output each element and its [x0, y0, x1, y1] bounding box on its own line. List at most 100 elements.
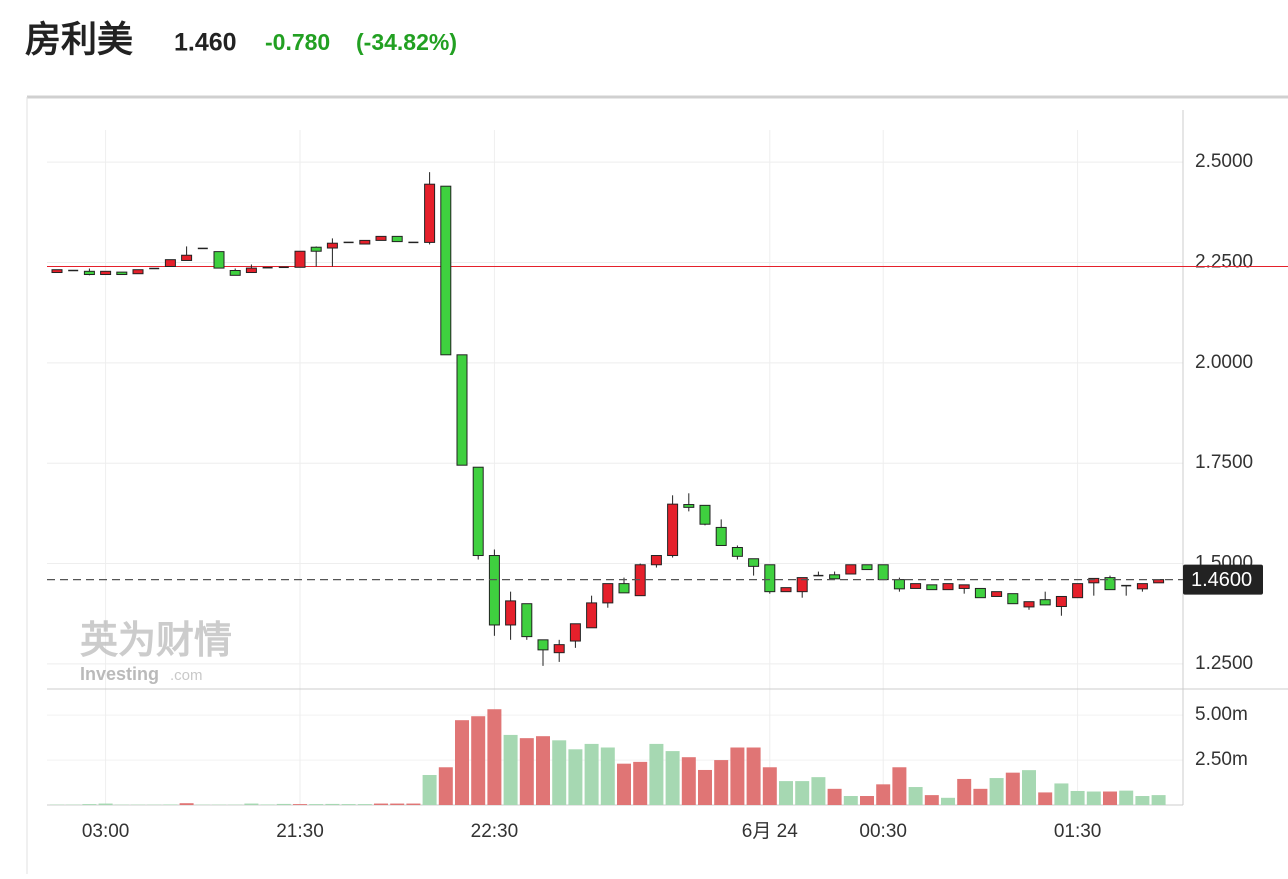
candle-body [246, 268, 256, 272]
watermark-domain: .com [170, 667, 203, 684]
candle-body [392, 236, 402, 241]
candle-body [376, 236, 386, 240]
volume-bar [455, 720, 469, 805]
volume-bar [261, 804, 275, 805]
volume-bar [552, 740, 566, 805]
volume-bar [682, 757, 696, 805]
candle-body [943, 584, 953, 590]
volume-bar [1135, 796, 1149, 805]
candle-body [101, 271, 111, 274]
volume-bar [471, 716, 485, 805]
change-pct: (-34.82%) [356, 29, 457, 55]
volume-bar [633, 762, 647, 805]
volume-bar [860, 796, 874, 805]
price: 1.460 [174, 29, 237, 57]
x-tick-label: 01:30 [1054, 821, 1102, 842]
volume-bar [163, 804, 177, 805]
candle-body [570, 624, 580, 641]
candle-body [1024, 602, 1034, 607]
y-tick-label: 1.7500 [1195, 452, 1253, 473]
volume-bar [779, 781, 793, 805]
candle-body [295, 251, 305, 267]
y-tick-label: 2.0000 [1195, 352, 1253, 373]
volume-bar [536, 736, 550, 805]
volume-bar [973, 789, 987, 805]
candle-body [587, 603, 597, 628]
volume-bar [617, 764, 631, 805]
volume-bar [714, 760, 728, 805]
change: -0.780 [265, 29, 330, 55]
candle-body [1008, 594, 1018, 604]
volume-bar [649, 744, 663, 805]
volume-bar [82, 804, 96, 805]
candle-body [133, 270, 143, 274]
volume-bar [180, 803, 194, 805]
volume-bar [925, 795, 939, 805]
candle-body [230, 271, 240, 276]
y-tick-label: 2.5000 [1195, 151, 1253, 172]
volume-bar [342, 804, 356, 805]
candle-body [651, 556, 661, 565]
candle-body [52, 270, 62, 273]
candle-body [522, 604, 532, 637]
chart-title: 房利美 [25, 19, 133, 60]
volume-bar [1038, 792, 1052, 805]
volume-bar [892, 767, 906, 805]
volume-bar [730, 748, 744, 806]
candle-body [360, 240, 370, 244]
x-tick-label: 00:30 [859, 821, 907, 842]
candle-body [716, 527, 726, 545]
volume-bar [487, 709, 501, 805]
candle-body [894, 580, 904, 589]
y-tick-label: 1.2500 [1195, 653, 1253, 674]
volume-bar [1103, 792, 1117, 805]
volume-bar [406, 804, 420, 805]
volume-bar [941, 798, 955, 805]
volume-bar [909, 787, 923, 805]
candle-body [84, 271, 94, 274]
candle-body [441, 186, 451, 355]
candle-body [457, 355, 467, 465]
candle-body [214, 252, 224, 268]
x-tick-label: 03:00 [82, 821, 130, 842]
volume-bar [1006, 773, 1020, 805]
volume-bar [811, 777, 825, 805]
candle-body [327, 243, 337, 248]
volume-bar [747, 748, 761, 806]
candle-body [554, 645, 564, 653]
candle-body [489, 556, 499, 625]
volume-bar [1054, 783, 1068, 805]
candle-body [506, 601, 516, 625]
x-tick-label: 21:30 [276, 821, 324, 842]
candle-body [765, 565, 775, 592]
volume-bar [277, 804, 291, 805]
volume-bar [876, 784, 890, 805]
candle-body [975, 588, 985, 597]
volume-tick-label: 5.00m [1195, 704, 1248, 725]
volume-bar [244, 804, 258, 805]
x-tick-label: 22:30 [471, 821, 519, 842]
volume-bar [568, 749, 582, 805]
candle-body [182, 255, 192, 260]
candle-body [927, 585, 937, 590]
volume-bar [844, 796, 858, 805]
plot: 1.25001.50001.75002.00002.25002.50002.50… [47, 110, 1288, 842]
y-tick-label: 2.2500 [1195, 251, 1253, 272]
volume-bar [585, 744, 599, 805]
candle-body [781, 588, 791, 592]
volume-bar [520, 738, 534, 805]
volume-bar [1119, 791, 1133, 805]
volume-bar [358, 804, 372, 805]
volume-bar [763, 767, 777, 805]
volume-bar [439, 767, 453, 805]
candle-body [603, 584, 613, 603]
candle-body [165, 260, 175, 267]
candle-body [846, 565, 856, 574]
volume-bar [990, 778, 1004, 805]
volume-bar [99, 804, 113, 805]
candle-body [425, 184, 435, 242]
candle-body [992, 592, 1002, 597]
volume-bar [309, 804, 323, 805]
volume-bar [795, 781, 809, 805]
volume-bar [828, 789, 842, 805]
